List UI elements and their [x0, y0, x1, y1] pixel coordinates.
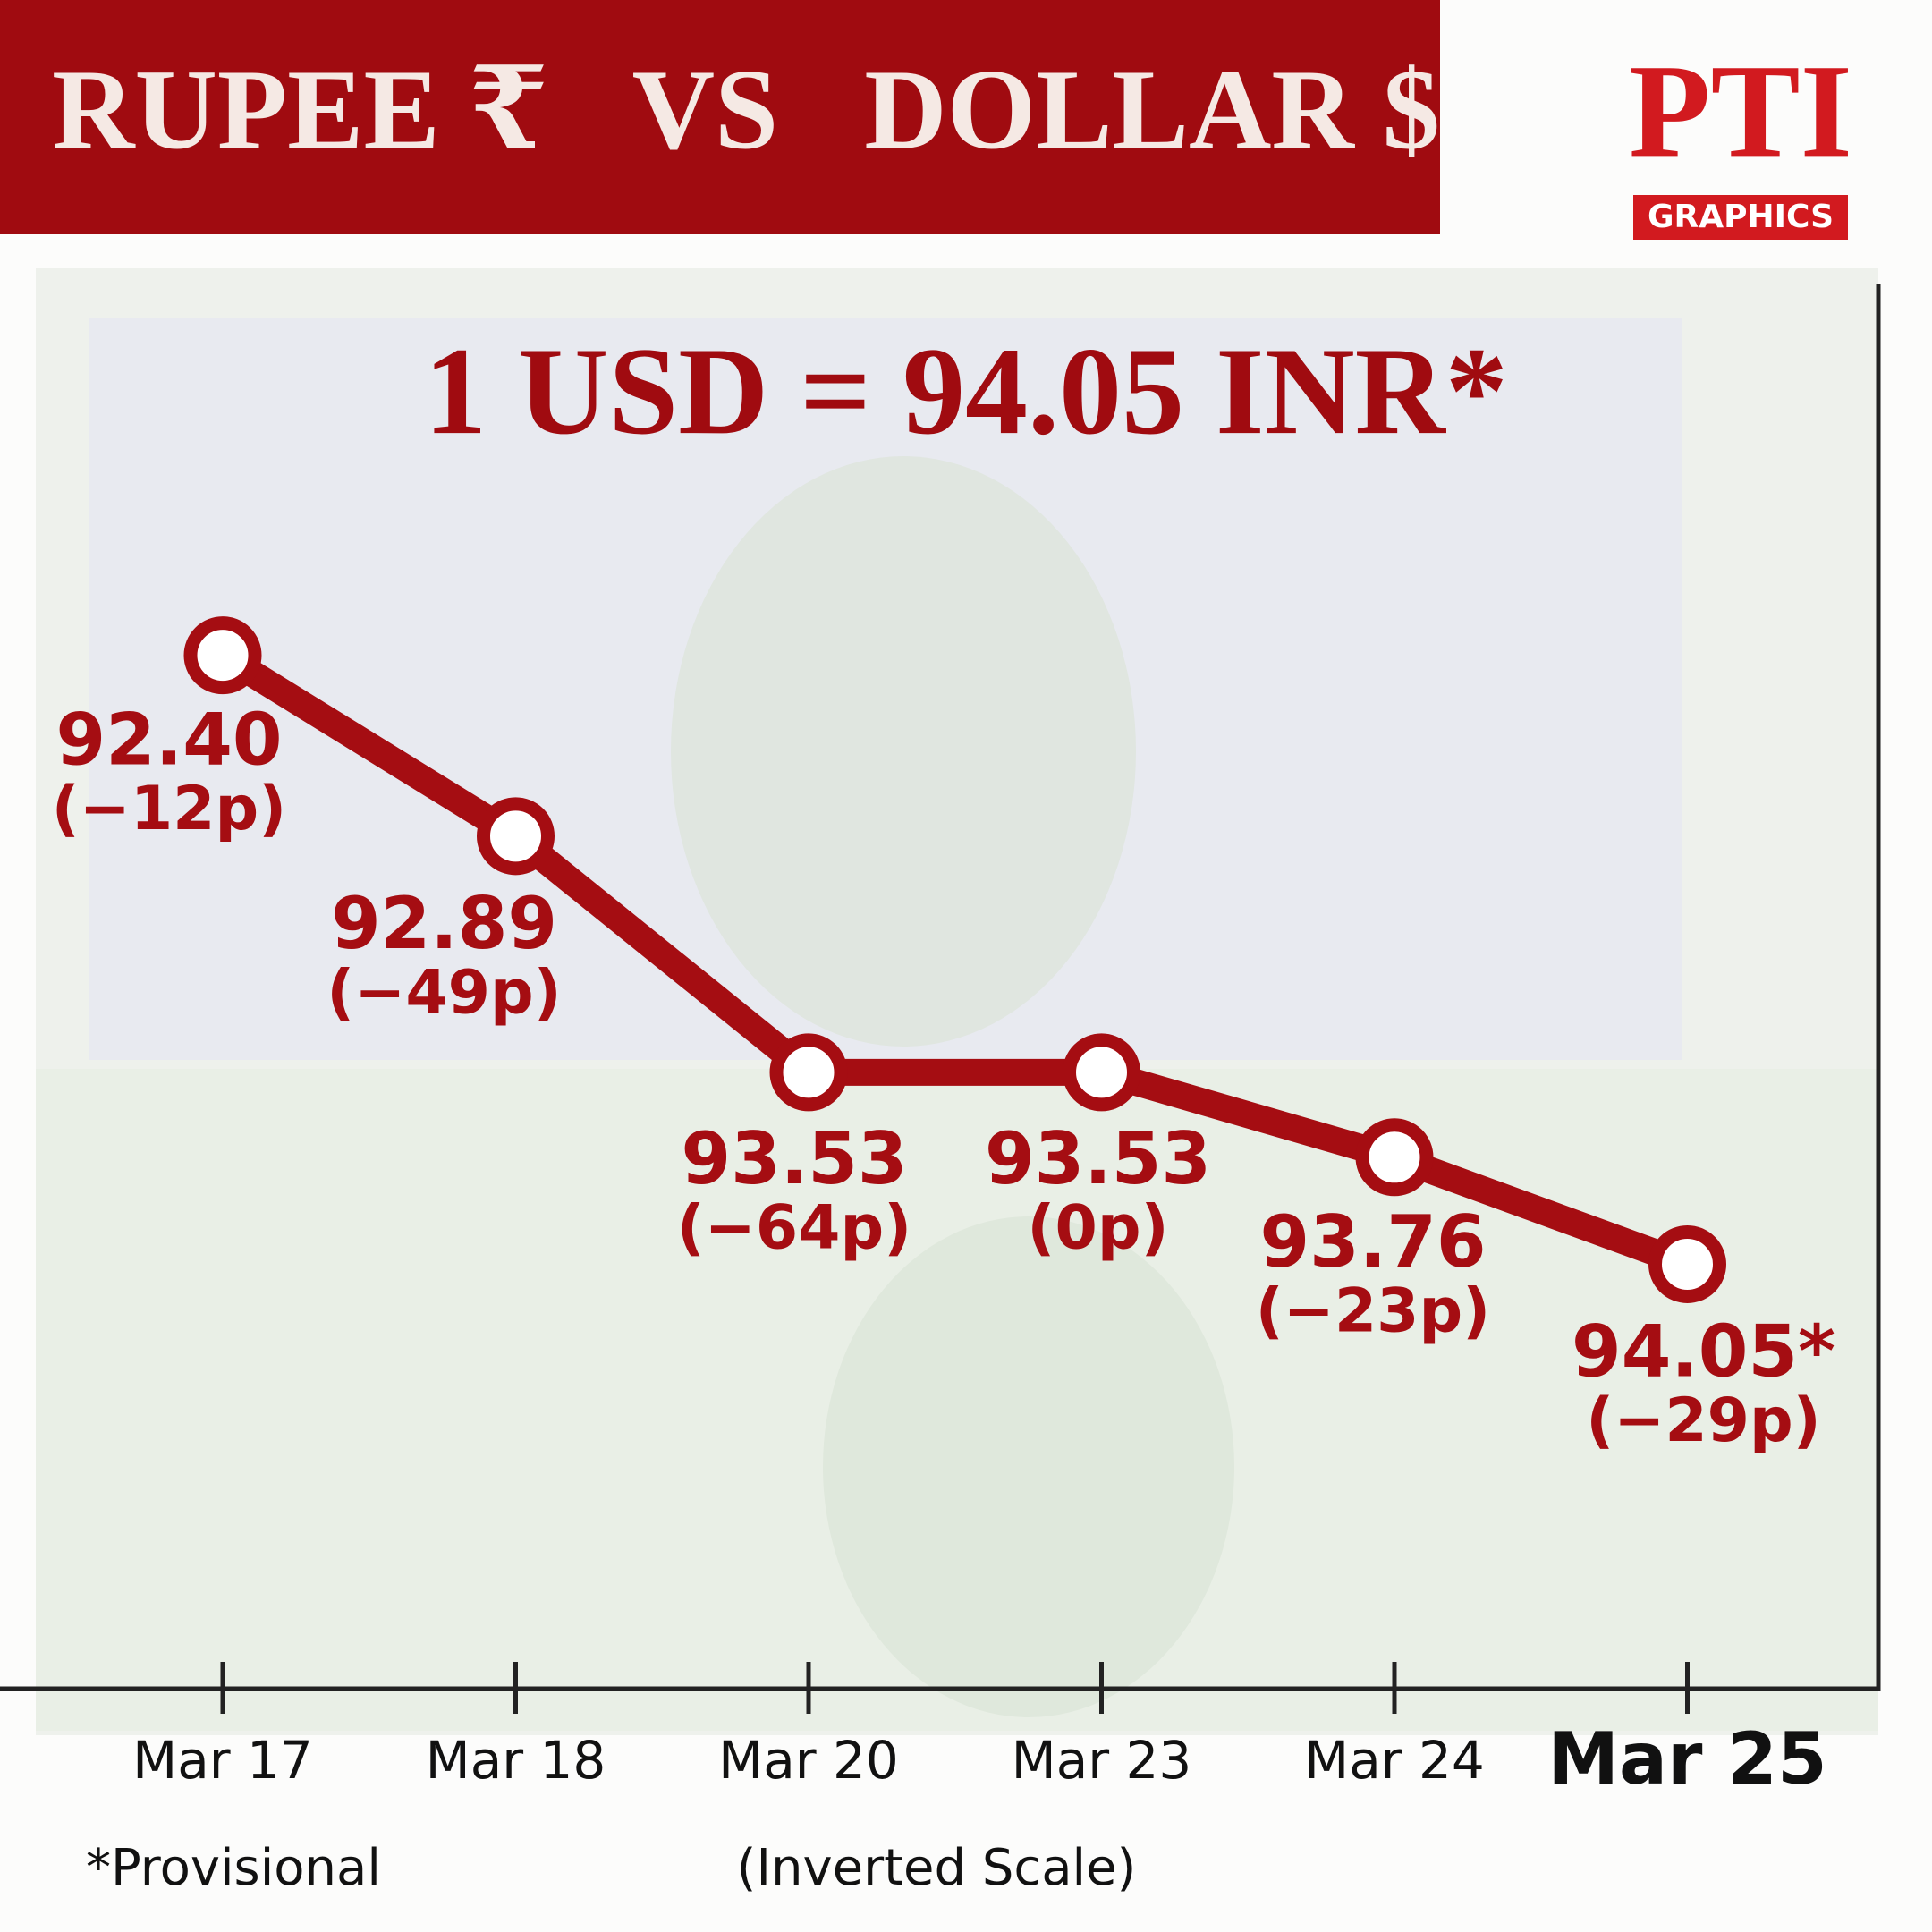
x-tick-label: Mar 17: [132, 1730, 313, 1791]
change-label: (−64p): [677, 1192, 911, 1263]
logo-label-box: [1633, 195, 1848, 240]
footnote: *Provisional: [86, 1839, 381, 1897]
change-label: (−29p): [1586, 1385, 1820, 1456]
chart-subtitle: 1 USD = 94.05 INR*: [424, 322, 1508, 461]
value-label: 93.53: [681, 1117, 907, 1200]
chart-title: RUPEE ₹ VS DOLLAR $: [52, 46, 1440, 173]
scale-note: (Inverted Scale): [737, 1839, 1137, 1897]
change-label: (−23p): [1256, 1275, 1490, 1346]
change-label: (−49p): [326, 957, 561, 1028]
change-label: (0p): [1027, 1192, 1168, 1263]
x-tick-label: Mar 24: [1304, 1730, 1485, 1791]
x-tick-label: Mar 18: [426, 1730, 606, 1791]
value-label: 93.53: [985, 1117, 1211, 1200]
logo-label: GRAPHICS: [1648, 199, 1834, 235]
point: [477, 797, 555, 876]
value-label: 94.05*: [1572, 1309, 1835, 1393]
value-label: 92.89: [331, 882, 557, 965]
value-label: 92.40: [55, 699, 282, 782]
point: [183, 616, 262, 695]
portrait: [671, 456, 1136, 1046]
x-tick-label: Mar 25: [1547, 1717, 1826, 1801]
logo-mark: PTI: [1629, 37, 1852, 185]
change-label: (−12p): [52, 774, 286, 844]
x-tick-label: Mar 23: [1012, 1730, 1192, 1791]
line: [216, 643, 1692, 1277]
point: [1063, 1033, 1140, 1112]
point: [1648, 1224, 1726, 1303]
portrait: [823, 1216, 1234, 1717]
value-label: 93.76: [1259, 1200, 1486, 1284]
title-banner: [0, 0, 1440, 234]
x-tick-label: Mar 20: [718, 1730, 899, 1791]
point: [769, 1033, 848, 1112]
point: [1355, 1118, 1434, 1197]
